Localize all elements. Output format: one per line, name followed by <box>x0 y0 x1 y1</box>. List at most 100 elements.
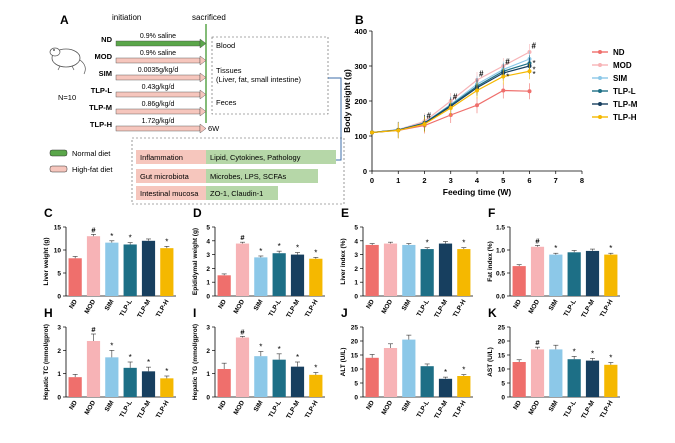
y-axis-label: AST (U/L) <box>487 347 494 377</box>
significance-mark: * <box>554 244 557 253</box>
significance-hash: # <box>532 42 537 51</box>
significance-mark: # <box>91 225 96 234</box>
bar-TLP-L <box>123 244 137 296</box>
y-tick-label: 15 <box>498 353 506 360</box>
y-tick-label: 5 <box>57 271 61 278</box>
bar-TLP-M <box>438 243 453 296</box>
significance-mark: * <box>278 242 281 251</box>
bar-ND <box>512 362 526 397</box>
significance-mark: * <box>609 244 612 253</box>
data-point-ND <box>501 88 506 93</box>
y-tick-label: 5 <box>206 225 210 232</box>
chart-j: J 0 5 10 15 20 25 ALT (U/L) ND MOD SIM TLP-L * TLP-M *… <box>340 306 473 420</box>
y-tick-label: 3 <box>354 252 358 259</box>
y-tick-label: 0 <box>206 294 210 301</box>
y-tick-label: 1 <box>57 371 61 378</box>
x-tick-label: 0 <box>370 176 374 185</box>
chart-h: H 0 1 2 3 Hepatic TC (mmol/gprot) ND # MOD * SIM * T… <box>43 306 176 420</box>
category-label: TLP-M <box>580 299 596 320</box>
y-tick-label: 3 <box>206 252 210 259</box>
bar-ND <box>68 258 82 296</box>
category-label: MOD <box>84 399 98 416</box>
y-axis-label: Hepatic TC (mmol/gprot) <box>43 324 50 400</box>
group-name-TLP-L: TLP-L <box>91 86 113 95</box>
panel-letter: E <box>341 206 349 220</box>
y-tick-label: 1 <box>206 280 210 287</box>
bar-TLP-M <box>141 240 156 296</box>
bar-SIM <box>549 349 563 397</box>
y-tick-label: 200 <box>354 97 367 106</box>
measure-right-box <box>206 186 278 200</box>
group-name-SIM: SIM <box>99 69 112 78</box>
y-axis-label: Fat index (%) <box>487 241 494 281</box>
sample-tissues-detail: (Liver, fat, small intestine) <box>216 75 302 84</box>
significance-mark: * <box>314 364 317 373</box>
group-name-MOD: MOD <box>95 52 113 61</box>
diet-arrow-TLP-H <box>199 123 207 134</box>
bar-SIM <box>402 339 416 397</box>
category-label: ND <box>68 399 79 411</box>
category-label: TLP-H <box>304 399 320 419</box>
bar-MOD <box>235 337 250 397</box>
data-point-ND <box>475 103 479 108</box>
category-label: ND <box>512 298 523 310</box>
bar-TLP-L <box>123 367 137 397</box>
y-tick-label: 0 <box>57 395 61 402</box>
timeline-end-label: 6W <box>208 124 220 133</box>
y-tick-label: 0.5 <box>496 271 505 278</box>
y-tick-label: 3 <box>57 325 61 332</box>
measure-right-box <box>206 150 336 164</box>
significance-star: * <box>506 72 509 81</box>
x-axis-label: Feeding time (W) <box>443 187 512 197</box>
legend-label-SIM: SIM <box>613 74 628 83</box>
high-fat-diet-swatch <box>49 165 68 173</box>
panel-a-letter: A <box>60 13 69 27</box>
category-label: TLP-L <box>268 298 283 317</box>
significance-mark: * <box>147 358 150 367</box>
measure-category: Intestinal mucosa <box>140 189 199 198</box>
category-label: SIM <box>253 400 265 414</box>
treatment-TLP-M: 0.86g/kg/d <box>142 101 175 108</box>
x-tick-label: 4 <box>475 176 480 185</box>
bar-TLP-H <box>160 248 174 296</box>
y-tick-label: 15 <box>54 225 62 232</box>
bar-TLP-H <box>457 249 471 296</box>
diet-arrow-TLP-L <box>199 89 207 100</box>
chart-b: B 0 100 200 300 400 0 1 2 3 4 5 6 7 8 Feeding time (W) B… <box>342 13 638 197</box>
significance-mark: * <box>278 345 281 354</box>
category-label: SIM <box>548 400 560 414</box>
x-tick-label: 6 <box>527 176 531 185</box>
y-tick-label: 4 <box>354 238 358 245</box>
y-tick-label: 1.0 <box>496 248 505 255</box>
category-label: TLP-L <box>416 399 431 418</box>
category-label: ND <box>217 399 228 411</box>
n-label: N=10 <box>58 93 76 102</box>
treatment-MOD: 0.9% saline <box>140 50 176 57</box>
legend-normal-diet: Normal diet <box>72 149 111 158</box>
category-label: ND <box>512 399 523 411</box>
category-label: TLP-L <box>119 399 134 418</box>
diet-bar-TLP-L <box>115 91 201 98</box>
measure-detail: ZO-1, Claudin-1 <box>210 189 263 198</box>
bar-TLP-L <box>272 359 286 397</box>
bar-SIM <box>105 357 119 397</box>
category-label: TLP-L <box>268 399 283 418</box>
bar-SIM <box>254 356 268 397</box>
y-tick-label: 0.0 <box>496 294 505 301</box>
bar-ND <box>365 244 379 296</box>
diet-bar-ND <box>115 40 201 47</box>
sample-tissues: Tissues <box>216 66 242 75</box>
significance-mark: * <box>462 239 465 248</box>
bar-TLP-M <box>585 360 600 397</box>
y-tick-label: 25 <box>498 325 506 332</box>
treatment-TLP-H: 1.72g/kg/d <box>142 118 175 125</box>
significance-mark: # <box>240 233 245 242</box>
significance-mark: * <box>426 239 429 248</box>
category-label: TLP-L <box>416 298 431 317</box>
bar-ND <box>365 357 379 397</box>
significance-mark: * <box>110 341 113 350</box>
mouse-icon <box>49 47 86 75</box>
category-label: TLP-H <box>452 399 468 419</box>
